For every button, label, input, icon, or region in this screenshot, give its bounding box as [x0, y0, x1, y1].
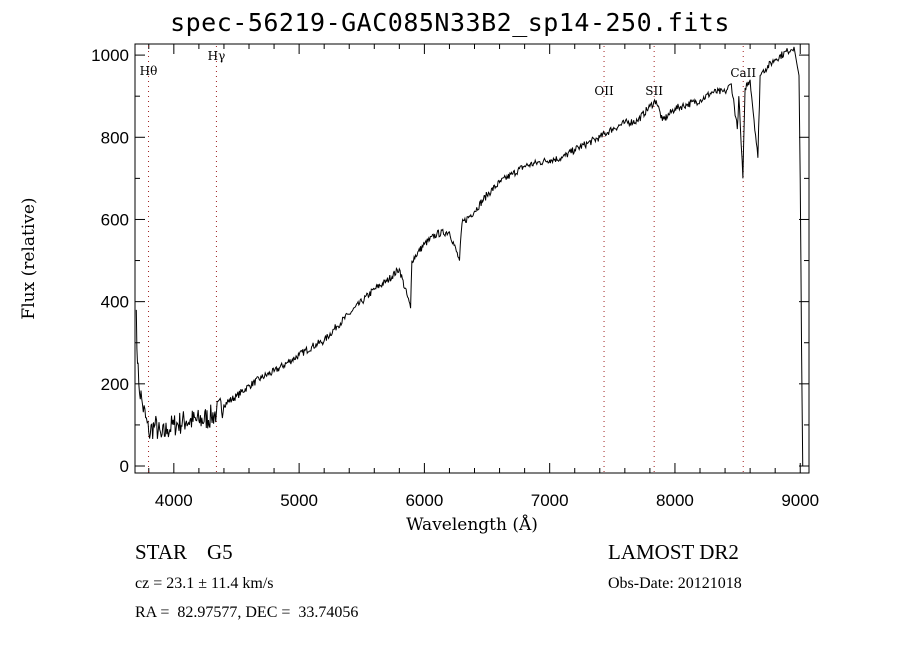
- chart-title: spec-56219-GAC085N33B2_sp14-250.fits: [170, 8, 730, 37]
- y-tick-label: 0: [120, 457, 129, 476]
- x-tick-label: 4000: [155, 491, 193, 510]
- coordinates-text: RA = 82.97577, DEC = 33.74056: [135, 604, 359, 621]
- x-tick-label: 8000: [656, 491, 694, 510]
- plot-frame: [134, 43, 810, 474]
- x-tick-label: 6000: [405, 491, 443, 510]
- x-tick-label: 7000: [531, 491, 569, 510]
- object-class: STAR: [135, 540, 187, 564]
- object-subclass: G5: [207, 540, 233, 564]
- x-tick-label: 5000: [280, 491, 318, 510]
- y-tick-label: 800: [101, 128, 129, 147]
- spectral-line-label: OII: [594, 84, 614, 98]
- obs-date-text: Obs-Date: 20121018: [608, 575, 742, 592]
- x-axis-label: Wavelength (Å): [406, 514, 538, 535]
- spectral-line-label: CaII: [730, 66, 756, 80]
- spectral-line-label: SII: [645, 84, 663, 98]
- spectral-line-label: Hθ: [140, 64, 158, 78]
- redshift-text: cz = 23.1 ± 11.4 km/s: [135, 575, 274, 592]
- y-tick-label: 1000: [91, 46, 129, 65]
- y-axis-label: Flux (relative): [19, 197, 39, 319]
- y-tick-label: 600: [101, 210, 129, 229]
- x-tick-label: 9000: [781, 491, 819, 510]
- spectrum-line: [135, 46, 804, 467]
- survey-label: LAMOST DR2: [608, 540, 739, 564]
- y-tick-label: 400: [101, 293, 129, 312]
- spectral-line-label: Hγ: [208, 49, 226, 63]
- y-tick-label: 200: [101, 375, 129, 394]
